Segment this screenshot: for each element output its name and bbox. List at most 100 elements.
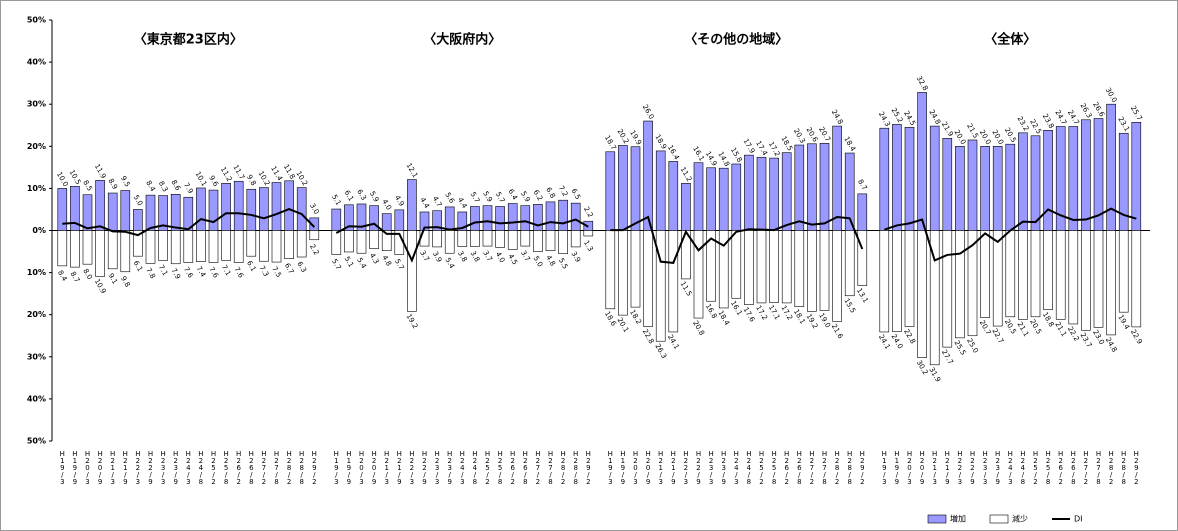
decrease-bar: [731, 230, 742, 299]
x-tick-label: H19/3: [332, 450, 340, 485]
decrease-bar: [1131, 230, 1142, 328]
increase-bar: [196, 187, 206, 231]
decrease-bar: [857, 230, 868, 286]
x-tick-label: H20/3: [358, 450, 366, 485]
decrease-bar: [82, 230, 93, 265]
increase-bar: [630, 146, 641, 231]
decrease-bar: [904, 230, 915, 327]
increase-bar: [507, 203, 518, 231]
x-tick-label: H29/2: [1132, 450, 1140, 485]
y-tick-label: 10%: [27, 184, 46, 193]
decrease-bar: [618, 230, 628, 316]
x-tick-label: H25/2: [1032, 450, 1040, 485]
decrease-bar: [196, 230, 206, 262]
decrease-bar: [718, 230, 729, 309]
legend-label: 増加: [950, 514, 966, 524]
increase-bar: [1106, 103, 1116, 231]
legend-swatch: [927, 514, 947, 524]
increase-bar: [618, 145, 628, 231]
decrease-bar: [1043, 230, 1053, 310]
increase-bar: [95, 180, 105, 231]
x-tick-label: H26/2: [235, 450, 243, 485]
x-tick-label: H23/3: [159, 450, 167, 485]
increase-bar: [533, 204, 543, 231]
x-tick-label: H19/3: [606, 450, 614, 485]
panel-title: 〈東京都23区内〉: [134, 32, 243, 48]
increase-bar: [917, 92, 927, 231]
x-tick-label: H24/8: [1019, 450, 1027, 485]
decrease-bar: [107, 230, 118, 270]
decrease-bar: [1068, 230, 1079, 325]
decrease-bar: [407, 230, 417, 312]
panel-title: 〈全体〉: [984, 32, 1036, 48]
x-tick-label: H20/9: [96, 450, 104, 485]
decrease-bar: [630, 230, 641, 308]
increase-bar: [643, 120, 653, 231]
decrease-bar: [929, 230, 940, 366]
increase-bar: [605, 151, 616, 231]
di-line: [62, 207, 316, 237]
x-tick-label: H20/3: [632, 450, 640, 485]
panel-title: 〈大阪府内〉: [423, 32, 501, 48]
decrease-bar: [507, 230, 518, 250]
decrease-bar: [145, 230, 156, 264]
x-tick-label: H25/2: [758, 450, 766, 485]
decrease-bar: [706, 230, 716, 302]
x-tick-label: H20/3: [84, 450, 92, 485]
x-tick-label: H25/8: [222, 450, 230, 485]
x-tick-label: H23/9: [446, 450, 454, 485]
x-tick-label: H26/8: [795, 450, 803, 485]
increase-bar: [718, 167, 729, 231]
increase-bar: [929, 125, 940, 231]
decrease-bar: [781, 230, 792, 304]
x-tick-label: H19/9: [619, 450, 627, 485]
x-tick-label: H23/9: [172, 450, 180, 485]
increase-bar: [955, 146, 965, 231]
increase-bar: [394, 209, 405, 231]
decrease-bar: [807, 230, 817, 312]
increase-bar: [133, 209, 143, 231]
x-tick-label: H20/3: [906, 450, 914, 485]
x-tick-label: H19/9: [345, 450, 353, 485]
decrease-bar: [331, 230, 342, 255]
x-tick-label: H21/3: [657, 450, 665, 485]
x-tick-label: H27/2: [1082, 450, 1090, 485]
increase-bar: [744, 154, 754, 231]
decrease-bar: [794, 230, 805, 308]
x-tick-label: H26/8: [247, 450, 255, 485]
x-tick-label: H22/9: [969, 450, 977, 485]
increase-bar: [1131, 122, 1142, 231]
decrease-bar: [444, 230, 455, 254]
increase-bar: [781, 152, 792, 231]
increase-bar: [693, 162, 704, 231]
decrease-bar: [259, 230, 269, 262]
increase-bar: [1005, 143, 1016, 231]
legend-swatch: [989, 514, 1009, 524]
x-tick-label: H22/9: [147, 450, 155, 485]
x-tick-label: H24/8: [471, 450, 479, 485]
decrease-bar: [942, 230, 953, 348]
x-tick-label: H19/9: [893, 450, 901, 485]
x-tick-label: H23/9: [720, 450, 728, 485]
decrease-bar: [57, 230, 68, 267]
x-tick-label: H27/8: [1095, 450, 1103, 485]
x-tick-label: H21/9: [121, 450, 129, 485]
x-tick-label: H25/8: [1044, 450, 1052, 485]
x-tick-label: H20/9: [644, 450, 652, 485]
decrease-bar: [583, 230, 594, 237]
increase-bar: [208, 189, 219, 231]
increase-bar: [470, 206, 480, 231]
x-tick-label: H24/3: [458, 450, 466, 485]
decrease-bar: [980, 230, 990, 318]
decrease-bar: [533, 230, 543, 252]
decrease-bar: [1005, 230, 1016, 318]
increase-bar: [655, 150, 666, 231]
x-tick-label: H24/8: [745, 450, 753, 485]
increase-bar: [879, 127, 890, 231]
increase-bar: [819, 143, 830, 231]
y-tick-label: 20%: [27, 142, 46, 151]
decrease-bar: [1118, 230, 1129, 313]
y-tick-label: 0%: [32, 226, 46, 235]
decrease-bar: [1030, 230, 1041, 318]
decrease-bar: [545, 230, 556, 252]
